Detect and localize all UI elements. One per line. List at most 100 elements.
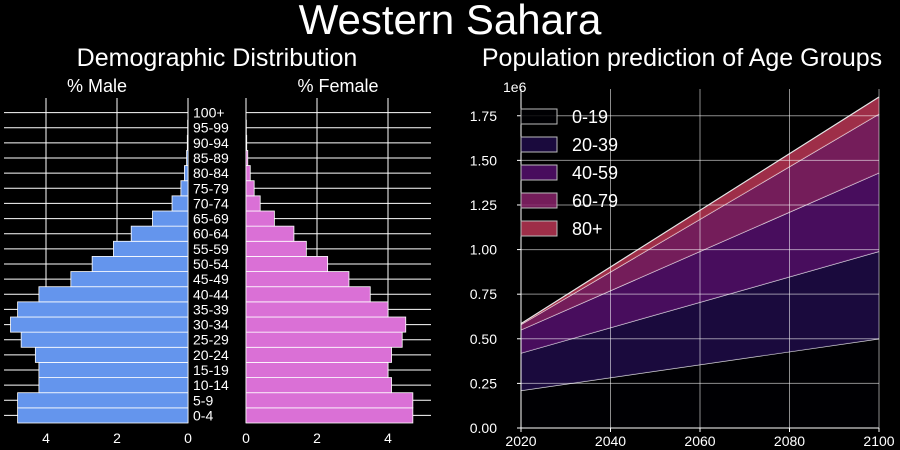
x-tick-label: 2020 (505, 433, 536, 449)
male-bar (186, 134, 189, 151)
age-group-label: 35-39 (193, 301, 229, 317)
age-group-label: 75-79 (193, 180, 229, 196)
age-group-label: 40-44 (193, 286, 229, 302)
age-group-label: 60-64 (193, 226, 229, 242)
male-bar (34, 346, 189, 363)
female-bar (245, 256, 329, 272)
female-bar (245, 134, 248, 151)
male-x-tick-label: 0 (184, 430, 192, 446)
female-bar (245, 346, 392, 363)
legend-label: 0-19 (572, 107, 608, 127)
population-prediction-chart: Population prediction of Age Groups 1e6 … (470, 44, 895, 449)
age-group-label: 65-69 (193, 211, 229, 227)
age-group-labels: 0-45-910-1415-1920-2425-2930-3435-3940-4… (193, 105, 229, 424)
female-x-tick-label: 2 (313, 430, 321, 446)
legend-swatch (520, 108, 558, 125)
age-group-label: 100+ (193, 105, 225, 121)
age-group-label: 95-99 (193, 120, 229, 136)
y-tick-label: 1.50 (470, 152, 497, 168)
male-bar (180, 180, 189, 197)
x-tick-label: 2080 (774, 433, 805, 449)
legend-swatch (520, 164, 558, 181)
age-group-label: 85-89 (193, 150, 229, 166)
female-bar (245, 240, 307, 257)
legend-swatch (520, 136, 558, 153)
male-bar (38, 286, 189, 303)
x-tick-label: 2100 (863, 433, 894, 449)
male-x-ticks: 4 2 0 (42, 430, 192, 446)
legend: 0-19 20-39 40-59 60-79 80+ (520, 107, 618, 239)
female-x-tick-label: 4 (384, 430, 392, 446)
age-group-label: 5-9 (193, 392, 213, 408)
female-bar (245, 331, 403, 348)
age-group-label: 0-4 (193, 407, 213, 423)
female-x-tick-label: 0 (242, 430, 250, 446)
age-group-label: 90-94 (193, 135, 229, 151)
female-bar (245, 377, 392, 394)
male-bar (20, 331, 189, 348)
age-group-label: 70-74 (193, 195, 229, 211)
area-chart-title: Population prediction of Age Groups (482, 44, 882, 72)
female-x-ticks: 0 2 4 (242, 430, 392, 446)
legend-label: 80+ (572, 219, 603, 239)
age-group-label: 15-19 (193, 362, 229, 378)
x-ticks: 2020 2040 2060 2080 2100 (505, 428, 895, 449)
female-bar (245, 362, 389, 378)
male-bar (184, 165, 189, 182)
y-tick-label: 0.00 (470, 420, 497, 436)
age-group-label: 30-34 (193, 317, 229, 333)
male-bar (152, 210, 189, 227)
male-bar (17, 301, 189, 318)
female-bar (245, 286, 371, 303)
male-bar (186, 150, 189, 166)
female-bar (245, 195, 261, 212)
x-tick-label: 2040 (595, 433, 626, 449)
age-group-label: 25-29 (193, 332, 229, 348)
demographic-pyramid: Demographic Distribution % Male % Female… (4, 44, 431, 446)
y-tick-label: 1.00 (470, 242, 497, 258)
age-group-label: 50-54 (193, 256, 229, 272)
age-group-label: 45-49 (193, 271, 229, 287)
age-group-label: 10-14 (193, 377, 229, 393)
male-bar (91, 256, 189, 272)
y-tick-label: 0.75 (470, 286, 497, 302)
age-group-label: 20-24 (193, 347, 229, 363)
female-bar (245, 407, 414, 424)
y-ticks: 0.00 0.25 0.50 0.75 1.00 1.25 1.50 1.75 (470, 108, 521, 436)
male-x-tick-label: 2 (113, 430, 121, 446)
y-offset-label: 1e6 (503, 79, 527, 95)
male-bar (171, 195, 189, 212)
female-bar (245, 225, 295, 242)
male-bars (10, 119, 189, 424)
female-bar (245, 165, 251, 182)
female-bar (245, 301, 389, 318)
y-tick-label: 1.25 (470, 197, 497, 213)
male-bar (10, 316, 189, 333)
legend-label: 40-59 (572, 163, 618, 183)
pyramid-title: Demographic Distribution (77, 44, 358, 72)
female-bar (245, 271, 350, 288)
male-bar (38, 377, 189, 394)
male-bar (38, 362, 189, 378)
female-bar (245, 150, 249, 166)
y-tick-label: 1.75 (470, 108, 497, 124)
male-bar (70, 271, 189, 288)
legend-label: 20-39 (572, 135, 618, 155)
male-bar (17, 407, 189, 424)
x-tick-label: 2060 (684, 433, 715, 449)
female-bar (245, 180, 255, 197)
age-group-label: 55-59 (193, 241, 229, 257)
male-axis-title: % Male (67, 76, 127, 96)
legend-label: 60-79 (572, 191, 618, 211)
male-bar (130, 225, 189, 242)
female-axis-title: % Female (297, 76, 378, 96)
male-x-tick-label: 4 (42, 430, 50, 446)
legend-swatch (520, 220, 558, 237)
female-bar (245, 392, 414, 409)
female-bar (245, 210, 275, 227)
female-bars (245, 119, 414, 424)
age-group-label: 80-84 (193, 165, 229, 181)
figure-title: Western Sahara (299, 0, 602, 43)
male-bar (17, 392, 189, 409)
